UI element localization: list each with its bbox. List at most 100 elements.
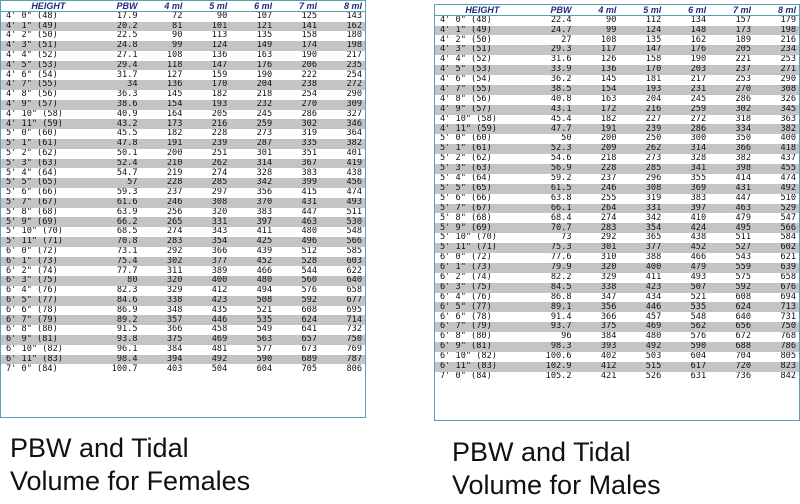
cell-height: 5' 4" (64) xyxy=(6,168,58,178)
cell-tv-4ml: 164 xyxy=(166,109,183,119)
column-header-7ml: 7 ml xyxy=(275,1,321,12)
cell-tv-8ml: 658 xyxy=(346,286,362,296)
cell-tv-8ml: 769 xyxy=(346,344,362,354)
cell-tv-5ml: 170 xyxy=(619,65,665,75)
cell-height: 6' 4" (76) xyxy=(6,286,58,296)
cell-tv-7ml: 158 xyxy=(301,31,318,41)
cell-pbw: 31.7 xyxy=(116,70,138,80)
cell-tv-4ml: 108 xyxy=(166,50,183,61)
cell-tv-6ml: 341 xyxy=(664,163,710,174)
table-row: 4' 7" (55) 38.5 154 193 231 270 308 xyxy=(435,84,799,95)
male-caption-line-1: PBW and Tidal xyxy=(452,437,631,467)
cell-height: 6' 8" (80) xyxy=(6,325,58,335)
cell-tv-6ml: 259 xyxy=(664,104,710,115)
cell-tv-6ml: 548 xyxy=(690,312,707,322)
cell-tv-5ml: 342 xyxy=(645,213,662,223)
cell-tv-5ml: 469 xyxy=(185,335,231,345)
cell-pbw: 24.8 xyxy=(95,41,141,51)
cell-tv-7ml: 575 xyxy=(735,272,752,282)
table-row: 4' 3" (51) 24.8 99 124 149 174 198 xyxy=(1,41,365,51)
cell-height: 5' 3" (63) xyxy=(435,163,530,174)
cell-pbw: 73.1 xyxy=(116,246,138,256)
cell-tv-4ml: 274 xyxy=(600,213,617,223)
column-header-7ml: 7 ml xyxy=(709,5,755,16)
cell-tv-6ml: 383 xyxy=(690,193,707,203)
cell-height: 5' 6" (66) xyxy=(440,193,492,203)
cell-height: 4' 1" (49) xyxy=(1,21,96,32)
cell-pbw: 80 xyxy=(95,276,141,287)
cell-pbw: 105.2 xyxy=(545,371,572,381)
cell-tv-6ml: 314 xyxy=(664,144,710,155)
cell-tv-4ml: 72 xyxy=(172,11,183,21)
cell-height: 4' 10" (58) xyxy=(6,109,63,119)
cell-tv-6ml: 604 xyxy=(690,351,707,362)
cell-height: 5' 1" (61) xyxy=(1,139,96,149)
cell-tv-5ml: 331 xyxy=(185,217,231,228)
cell-tv-7ml: 398 xyxy=(709,163,755,174)
cell-height: 5' 8" (68) xyxy=(440,213,492,223)
table-row: 6' 1" (73) 75.4 302 377 452 528 603 xyxy=(1,256,365,267)
table-row: 4' 1" (49) 20.2 81 101 121 141 162 xyxy=(1,21,365,32)
cell-pbw: 63.9 xyxy=(116,207,138,217)
cell-height: 5' 3" (63) xyxy=(1,158,96,169)
cell-height: 4' 0" (48) xyxy=(440,15,492,25)
cell-pbw: 77.6 xyxy=(550,252,572,263)
cell-tv-8ml: 234 xyxy=(754,45,799,56)
cell-tv-7ml: 560 xyxy=(275,276,321,287)
cell-tv-5ml: 503 xyxy=(645,351,662,362)
cell-tv-6ml: 259 xyxy=(230,119,276,130)
cell-tv-7ml: 559 xyxy=(709,262,755,273)
cell-tv-7ml: 544 xyxy=(301,266,318,276)
cell-tv-6ml: 425 xyxy=(230,237,276,247)
cell-tv-7ml: 463 xyxy=(275,217,321,228)
cell-tv-5ml: 262 xyxy=(185,158,231,169)
cell-tv-5ml: 366 xyxy=(211,246,228,256)
cell-tv-6ml: 535 xyxy=(230,315,276,326)
cell-tv-8ml: 346 xyxy=(320,119,365,130)
cell-tv-5ml: 492 xyxy=(185,354,231,365)
cell-tv-8ml: 806 xyxy=(346,364,362,374)
cell-height: 6' 0" (72) xyxy=(6,246,58,256)
cell-height: 6' 6" (78) xyxy=(6,305,58,315)
cell-tv-8ml: 382 xyxy=(320,139,365,149)
cell-tv-4ml: 182 xyxy=(600,114,617,124)
cell-tv-6ml: 314 xyxy=(230,158,276,169)
cell-tv-8ml: 602 xyxy=(754,243,799,253)
cell-tv-4ml: 136 xyxy=(140,80,186,91)
cell-tv-7ml: 222 xyxy=(301,70,318,80)
female-table-caption: PBW and Tidal Volume for Females xyxy=(10,432,250,498)
cell-tv-8ml: 180 xyxy=(346,31,362,41)
table-row: 5' 1" (61) 52.3 209 262 314 366 418 xyxy=(435,144,799,155)
cell-tv-6ml: 135 xyxy=(256,31,273,41)
cell-tv-5ml: 124 xyxy=(185,41,231,51)
cell-tv-8ml: 272 xyxy=(320,80,365,91)
cell-tv-7ml: 431 xyxy=(275,197,321,208)
cell-pbw: 66.1 xyxy=(529,203,575,214)
table-row: 4' 9" (57) 38.6 154 193 232 270 309 xyxy=(1,99,365,110)
cell-pbw: 43.2 xyxy=(95,119,141,130)
cell-pbw: 61.6 xyxy=(95,197,141,208)
cell-tv-5ml: 423 xyxy=(185,295,231,306)
cell-pbw: 54.6 xyxy=(550,154,572,164)
cell-tv-7ml: 592 xyxy=(275,295,321,306)
cell-tv-8ml: 216 xyxy=(780,35,796,45)
cell-tv-6ml: 604 xyxy=(256,364,273,374)
cell-tv-8ml: 658 xyxy=(780,272,796,282)
cell-tv-6ml: 286 xyxy=(664,124,710,135)
cell-tv-5ml: 320 xyxy=(211,207,228,217)
column-header-4ml: 4 ml xyxy=(574,5,620,16)
cell-tv-5ml: 354 xyxy=(619,223,665,234)
cell-tv-6ml: 342 xyxy=(230,178,276,189)
cell-tv-4ml: 366 xyxy=(166,325,183,335)
cell-tv-7ml: 543 xyxy=(735,252,752,263)
table-row: 4' 11" (59) 43.2 173 216 259 302 346 xyxy=(1,119,365,130)
cell-tv-7ml: 383 xyxy=(301,168,318,178)
cell-tv-6ml: 300 xyxy=(690,134,707,144)
cell-tv-8ml: 235 xyxy=(320,60,365,71)
cell-height: 4' 7" (55) xyxy=(1,80,96,91)
cell-tv-4ml: 163 xyxy=(600,94,617,104)
cell-height: 5' 8" (68) xyxy=(6,207,58,217)
column-header-height: HEIGHT xyxy=(1,1,96,12)
table-row: 4' 3" (51) 29.3 117 147 176 205 234 xyxy=(435,45,799,56)
table-row: 7' 0" (84) 100.7 403 504 604 705 806 xyxy=(1,364,365,374)
